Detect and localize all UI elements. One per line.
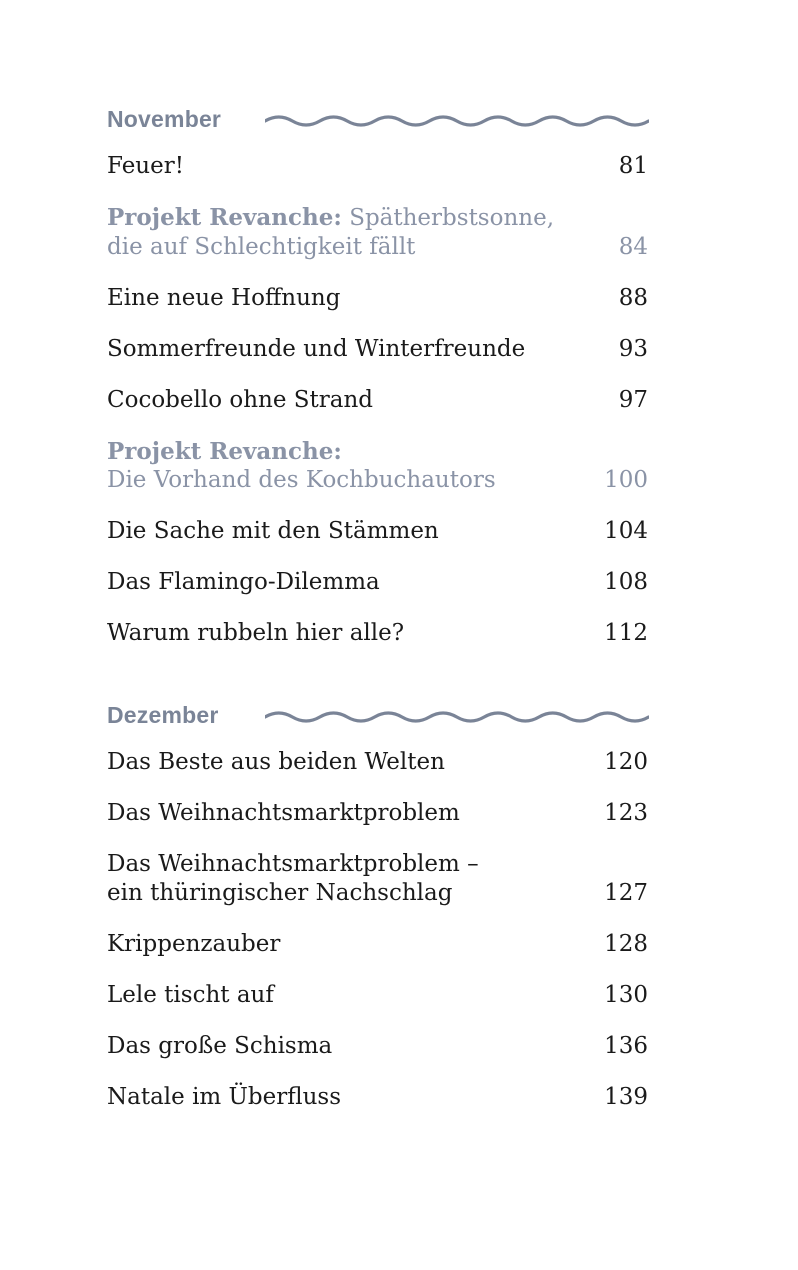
entry-title: Die Sache mit den Stämmen [107,518,439,544]
section-header: Dezember [107,696,649,734]
page-number: 123 [604,800,648,826]
page-number: 88 [618,285,648,311]
toc-entry-project[interactable]: Projekt Revanche: Die Vorhand des Kochbu… [107,437,648,495]
table-of-contents: November Feuer! 81 Projekt Revanche: Spä… [107,100,649,1112]
entry-title: Das Flamingo-Dilemma [107,569,380,595]
entry-title: Das Weihnachtsmarktproblem [107,800,460,826]
project-label: Projekt Revanche: [107,438,342,465]
entry-title: Die Vorhand des Kochbuchautors [107,467,496,493]
toc-entry[interactable]: Cocobello ohne Strand 97 [107,386,648,415]
page-number: 120 [604,749,648,775]
entry-title: Cocobello ohne Strand [107,387,374,413]
entry-title: Natale im Überfluss [107,1084,342,1110]
wave-ornament-icon [265,711,649,723]
section-title: Dezember [107,701,219,728]
page-number: 108 [604,569,648,595]
entry-title: Das Weihnachtsmarktproblem – [107,851,479,877]
toc-entry-project[interactable]: Projekt Revanche: Spätherbstsonne, die a… [107,203,648,262]
toc-entry[interactable]: Warum rubbeln hier alle? 112 [107,619,648,648]
page-number: 104 [604,518,648,544]
page-number: 127 [604,880,648,906]
toc-entry[interactable]: Natale im Überfluss 139 [107,1083,648,1112]
toc-entry[interactable]: Das große Schisma 136 [107,1032,648,1061]
entry-title: Das Beste aus beiden Welten [107,749,445,775]
toc-entry[interactable]: Feuer! 81 [107,152,648,181]
toc-entry[interactable]: Das Weihnachtsmarktproblem 123 [107,799,648,828]
wave-ornament-icon [265,115,649,127]
toc-entry[interactable]: Lele tischt auf 130 [107,981,648,1010]
toc-entry[interactable]: Die Sache mit den Stämmen 104 [107,517,648,546]
page-number: 84 [618,234,648,260]
project-label: Projekt Revanche: [107,204,342,231]
toc-entry[interactable]: Das Weihnachtsmarktproblem – ein thüring… [107,850,648,908]
section-header: November [107,100,649,138]
section-november: November Feuer! 81 Projekt Revanche: Spä… [107,100,649,648]
entry-title: Warum rubbeln hier alle? [107,620,405,646]
entry-title: Krippenzauber [107,931,281,957]
entry-title: Spätherbstsonne, [349,205,555,231]
section-title: November [107,105,222,132]
toc-entry[interactable]: Krippenzauber 128 [107,930,648,959]
entry-title-line2: die auf Schlechtigkeit fällt [107,234,416,260]
page-number: 112 [604,620,648,646]
entry-list: Das Beste aus beiden Welten 120 Das Weih… [107,748,648,1112]
entry-title-line2: ein thüringischer Nachschlag [107,880,453,906]
toc-entry[interactable]: Eine neue Hoffnung 88 [107,284,648,313]
section-dezember: Dezember Das Beste aus beiden Welten 120… [107,696,649,1112]
entry-title: Lele tischt auf [107,982,274,1008]
page-number: 93 [618,336,648,362]
page-number: 128 [604,931,648,957]
toc-entry[interactable]: Das Beste aus beiden Welten 120 [107,748,648,777]
page-number: 130 [604,982,648,1008]
toc-entry[interactable]: Das Flamingo-Dilemma 108 [107,568,648,597]
page-number: 100 [604,467,648,493]
entry-title: Feuer! [107,153,184,179]
page-number: 97 [618,387,648,413]
entry-title: Das große Schisma [107,1033,333,1059]
entry-list: Feuer! 81 Projekt Revanche: Spätherbstso… [107,152,648,648]
entry-title: Sommerfreunde und Winterfreunde [107,336,526,362]
toc-entry[interactable]: Sommerfreunde und Winterfreunde 93 [107,335,648,364]
entry-title: Eine neue Hoffnung [107,285,341,311]
page-number: 139 [604,1084,648,1110]
page-number: 81 [618,153,648,179]
page-number: 136 [604,1033,648,1059]
